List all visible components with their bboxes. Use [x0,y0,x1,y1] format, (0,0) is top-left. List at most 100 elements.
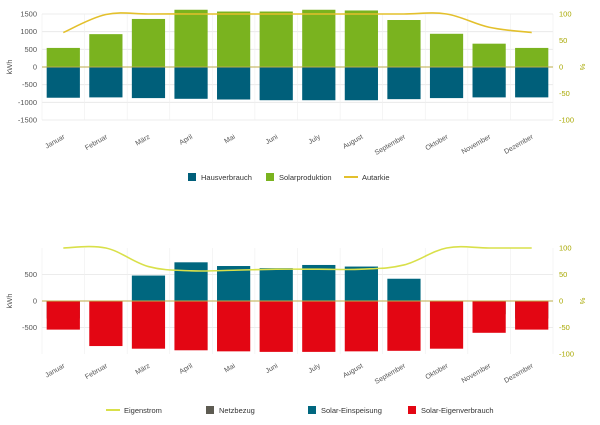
series-solar-einspeisung [131,262,421,301]
bar-solar-eigenverbrauch-september [387,301,421,351]
legend-label-eigenstrom: Eigenstrom [124,406,162,415]
bar-solarproduktion-april [174,9,208,67]
legend-item-netzbezug: Netzbezug [206,406,255,415]
legend: Eigenstrom Netzbezug Solar-Einspeisung Sola… [106,406,494,415]
x-tick-august: August [342,363,364,380]
bar-solar-eigenverbrauch-oktober [429,301,464,349]
bar-solar-einspeisung-juni [259,268,293,301]
bar-hausverbrauch-januar [46,67,80,98]
legend-swatch-solar-eigenverbrauch [408,406,416,414]
bar-solarproduktion-dezember [515,47,549,67]
x-tick-dezember: Dezember [503,133,535,156]
y2-tick-0: 0 [559,63,563,72]
x-tick-m-rz: März [134,362,151,376]
legend-label-solar-eigenverbrauch: Solar-Eigenverbrauch [421,406,494,415]
y-tick--1500: -1500 [18,116,37,125]
series-hausverbrauch [46,67,549,101]
bar-solar-einspeisung-august [344,266,378,301]
bar-hausverbrauch-dezember [515,67,549,98]
legend-label-autarkie: Autarkie [362,173,390,182]
legend-item-eigenstrom: Eigenstrom [106,406,162,415]
y2-tick-100: 100 [559,10,572,19]
bar-solar-eigenverbrauch-februar [89,301,123,347]
legend-item-autarkie: Autarkie [344,173,390,182]
legend: Hausverbrauch Solarproduktion Autarkie [188,173,390,182]
bar-solar-eigenverbrauch-mai [217,301,251,352]
bar-solar-einspeisung-april [174,262,208,301]
y-tick-1000: 1000 [20,27,37,36]
legend-label-solar-einspeisung: Solar-Einspeisung [321,406,382,415]
x-tick-juni: Juni [265,362,280,375]
x-tick-mai: Mai [223,133,237,145]
x-tick-oktober: Oktober [424,133,450,152]
y2-tick-50: 50 [559,270,567,279]
legend-swatch-solarproduktion [266,173,274,181]
bar-solar-einspeisung-mai [217,266,251,301]
legend-item-hausverbrauch: Hausverbrauch [188,173,252,182]
y2-tick--50: -50 [559,323,570,332]
legend-swatch-hausverbrauch [188,173,196,181]
y2-tick--100: -100 [559,350,574,359]
legend-label-solarproduktion: Solarproduktion [279,173,332,182]
y2-tick-0: 0 [559,297,563,306]
y-tick-500: 500 [24,270,37,279]
y2-tick--50: -50 [559,89,570,98]
legend-item-solar-einspeisung: Solar-Einspeisung [308,406,382,415]
bar-solarproduktion-januar [46,47,80,67]
bar-hausverbrauch-august [344,67,378,101]
bar-solarproduktion-august [344,10,378,67]
x-tick-m-rz: März [134,133,151,147]
x-tick-februar: Februar [84,133,109,152]
bar-solarproduktion-oktober [429,33,464,67]
y-tick--500: -500 [22,323,37,332]
x-tick-july: July [308,133,323,146]
y2-tick-100: 100 [559,244,572,253]
legend-item-solar-eigenverbrauch: Solar-Eigenverbrauch [408,406,494,415]
y-tick--500: -500 [22,80,37,89]
bar-hausverbrauch-juni [259,67,293,101]
x-tick-april: April [178,362,194,375]
bar-hausverbrauch-april [174,67,208,99]
series-solar-eigenverbrauch [46,301,549,352]
x-tick-oktober: Oktober [424,362,450,381]
x-tick-februar: Februar [84,362,109,381]
y-tick-1500: 1500 [20,10,37,19]
bar-solar-eigenverbrauch-november [472,301,506,333]
x-tick-november: November [461,133,493,156]
bar-solar-eigenverbrauch-august [344,301,378,352]
bar-hausverbrauch-februar [89,67,123,98]
bar-solarproduktion-november [472,43,506,67]
x-tick-januar: Januar [44,362,67,379]
x-tick-november: November [461,362,493,385]
bar-solar-einspeisung-september [387,278,421,301]
bar-hausverbrauch-september [387,67,421,100]
x-tick-august: August [342,134,364,151]
bar-solar-eigenverbrauch-april [174,301,208,351]
bar-hausverbrauch-mai [217,67,251,100]
series-solarproduktion [46,9,549,68]
bar-solarproduktion-m-rz [131,18,166,67]
bar-solarproduktion-juni [259,11,293,68]
y-tick-500: 500 [24,45,37,54]
line-autarkie [62,12,532,34]
legend-item-solarproduktion: Solarproduktion [266,173,332,182]
x-tick-mai: Mai [223,362,237,374]
bar-hausverbrauch-oktober [429,67,464,99]
legend-swatch-netzbezug [206,406,214,414]
x-tick-september: September [374,133,408,157]
bar-solar-eigenverbrauch-july [302,301,336,352]
bar-solarproduktion-july [302,9,336,67]
y2-tick-50: 50 [559,36,567,45]
line-eigenstrom [63,245,532,272]
legend-label-hausverbrauch: Hausverbrauch [201,173,252,182]
x-tick-januar: Januar [44,133,67,150]
bar-solar-einspeisung-m-rz [131,275,166,301]
y-axis-label: kWh [5,294,14,309]
x-tick-september: September [374,362,408,386]
chart-1-energy-balance: -1500-1000-500050010001500-100-50050100k… [5,9,587,183]
bar-solar-eigenverbrauch-m-rz [131,301,166,349]
x-tick-july: July [308,362,323,375]
x-tick-juni: Juni [265,133,280,146]
bar-solar-einspeisung-july [302,264,336,301]
